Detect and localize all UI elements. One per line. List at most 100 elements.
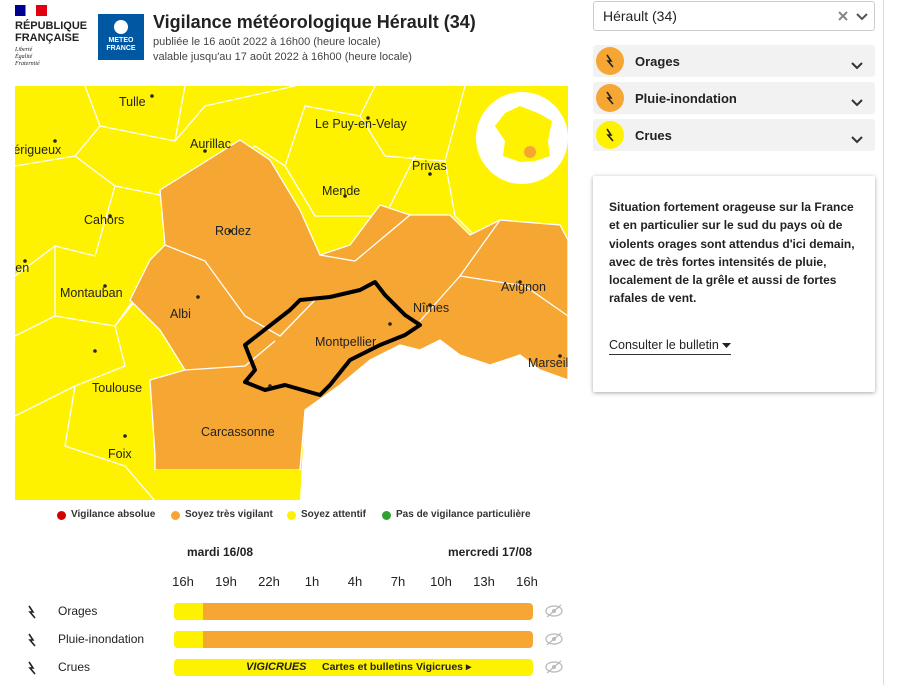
city-dot <box>23 259 27 263</box>
hazard-item[interactable]: Pluie-inondation <box>593 82 875 114</box>
legend-label: Pas de vigilance particulière <box>396 509 531 520</box>
chevron <box>851 57 863 75</box>
vigicrues-link[interactable]: Cartes et bulletins Vigicrues ▸ <box>322 661 472 673</box>
motto-line: Égalité <box>15 54 33 60</box>
day-label: mercredi 17/08 <box>448 545 533 559</box>
city-dot <box>150 94 154 98</box>
row-bar: VIGICRUES Cartes et bulletins Vigicrues ▸ <box>174 659 533 676</box>
city-label: Albi <box>170 307 191 321</box>
caret <box>722 343 732 348</box>
hour-label: 1h <box>304 574 320 589</box>
hour-label: 19h <box>215 574 237 589</box>
hide-toggle[interactable] <box>545 660 563 679</box>
bar-start <box>174 603 203 620</box>
city-label: Rodez <box>215 224 251 238</box>
hazard-label: Orages <box>635 54 680 69</box>
city-label: Périgueux <box>15 143 62 157</box>
city-label: Privas <box>412 159 447 173</box>
day-label: mardi 16/08 <box>187 545 254 559</box>
city-dot <box>558 354 562 358</box>
legend-label: Soyez très vigilant <box>185 509 273 520</box>
orange-borders <box>164 214 568 371</box>
bulletin-card: Situation fortement orageuse sur la Fran… <box>593 176 875 392</box>
city-label: Montauban <box>60 286 123 300</box>
row-icon <box>22 630 42 650</box>
city-dot <box>388 322 392 326</box>
icon-glyph <box>606 128 614 142</box>
select-value: Hérault (34) <box>603 8 677 24</box>
city-dot <box>268 384 272 388</box>
vigicrues-brand: VIGICRUES <box>246 661 307 673</box>
city-label: Agen <box>15 261 29 275</box>
chevron-glyph <box>851 99 863 107</box>
legend-dot <box>57 511 66 520</box>
map: Tulle Périgueux Aurillac Le Puy-en-Velay Pri… <box>15 86 568 500</box>
city-label: Montpellier <box>315 335 376 349</box>
icon-glyph <box>606 91 614 105</box>
hour-label: 4h <box>347 574 363 589</box>
hide-toggle[interactable] <box>545 632 563 651</box>
motto: Liberté Égalité Fraternité <box>15 47 40 68</box>
city-label: Carcassonne <box>201 425 275 439</box>
city-label: Le Puy-en-Velay <box>315 117 407 131</box>
hazard-item[interactable]: Crues <box>593 119 875 151</box>
city-dot <box>366 116 370 120</box>
chevron-glyph <box>851 62 863 70</box>
title: Vigilance météorologique Hérault (34) <box>153 12 476 32</box>
city-dot <box>53 139 57 143</box>
link-text: Consulter le bulletin <box>609 338 719 352</box>
city-dot <box>428 303 432 307</box>
row-bar <box>174 603 533 620</box>
city-dot <box>228 229 232 233</box>
logo-line: FRANCE <box>106 45 136 52</box>
eye-icon <box>545 632 563 646</box>
hide-toggle[interactable] <box>545 604 563 623</box>
hazard-item[interactable]: Orages <box>593 45 875 77</box>
republic-line: RÉPUBLIQUE <box>15 20 88 32</box>
motto-line: Fraternité <box>15 61 40 67</box>
row-bar <box>174 631 533 648</box>
bulletin-link[interactable]: Consulter le bulletin <box>609 338 732 355</box>
republic-text: RÉPUBLIQUE FRANÇAISE <box>15 20 87 44</box>
dept-select[interactable]: Hérault (34) <box>593 1 875 31</box>
republic-line: FRANÇAISE <box>15 32 80 44</box>
city-label: Aurillac <box>190 137 231 151</box>
chevron-glyph <box>851 136 863 144</box>
city-dot <box>203 149 207 153</box>
bar-start <box>174 631 203 648</box>
hazard-label: Pluie-inondation <box>635 91 737 106</box>
logo-mark <box>114 20 128 34</box>
city-label: Tulle <box>119 95 146 109</box>
city-dot <box>108 214 112 218</box>
bulletin-text: Situation fortement orageuse sur la Fran… <box>609 200 855 306</box>
city-label: Toulouse <box>92 381 142 395</box>
legend-dot <box>287 511 296 520</box>
herault-outline <box>243 280 422 397</box>
eye-icon <box>545 660 563 674</box>
city-label: Foix <box>108 447 132 461</box>
city-label: Avignon <box>501 280 546 294</box>
scroll-edge <box>883 0 884 685</box>
hazard-icon <box>596 84 624 112</box>
hazard-icon <box>596 121 624 149</box>
icon-glyph <box>606 54 614 68</box>
icon-glyph <box>28 633 36 647</box>
select-icons <box>838 11 868 21</box>
city-dot <box>123 434 127 438</box>
city-dot <box>103 284 107 288</box>
published: publiée le 16 août 2022 à 16h00 (heure l… <box>153 36 381 48</box>
legend-dot <box>171 511 180 520</box>
legend-label: Vigilance absolue <box>71 509 156 520</box>
legend-label: Soyez attentif <box>301 509 367 520</box>
hour-label: 16h <box>516 574 538 589</box>
icon-glyph <box>28 605 36 619</box>
chevron <box>851 94 863 112</box>
city-label: Nîmes <box>413 301 449 315</box>
city-label: Cahors <box>84 213 124 227</box>
sea <box>300 340 568 500</box>
city-label: Mende <box>322 184 360 198</box>
hour-label: 10h <box>430 574 452 589</box>
